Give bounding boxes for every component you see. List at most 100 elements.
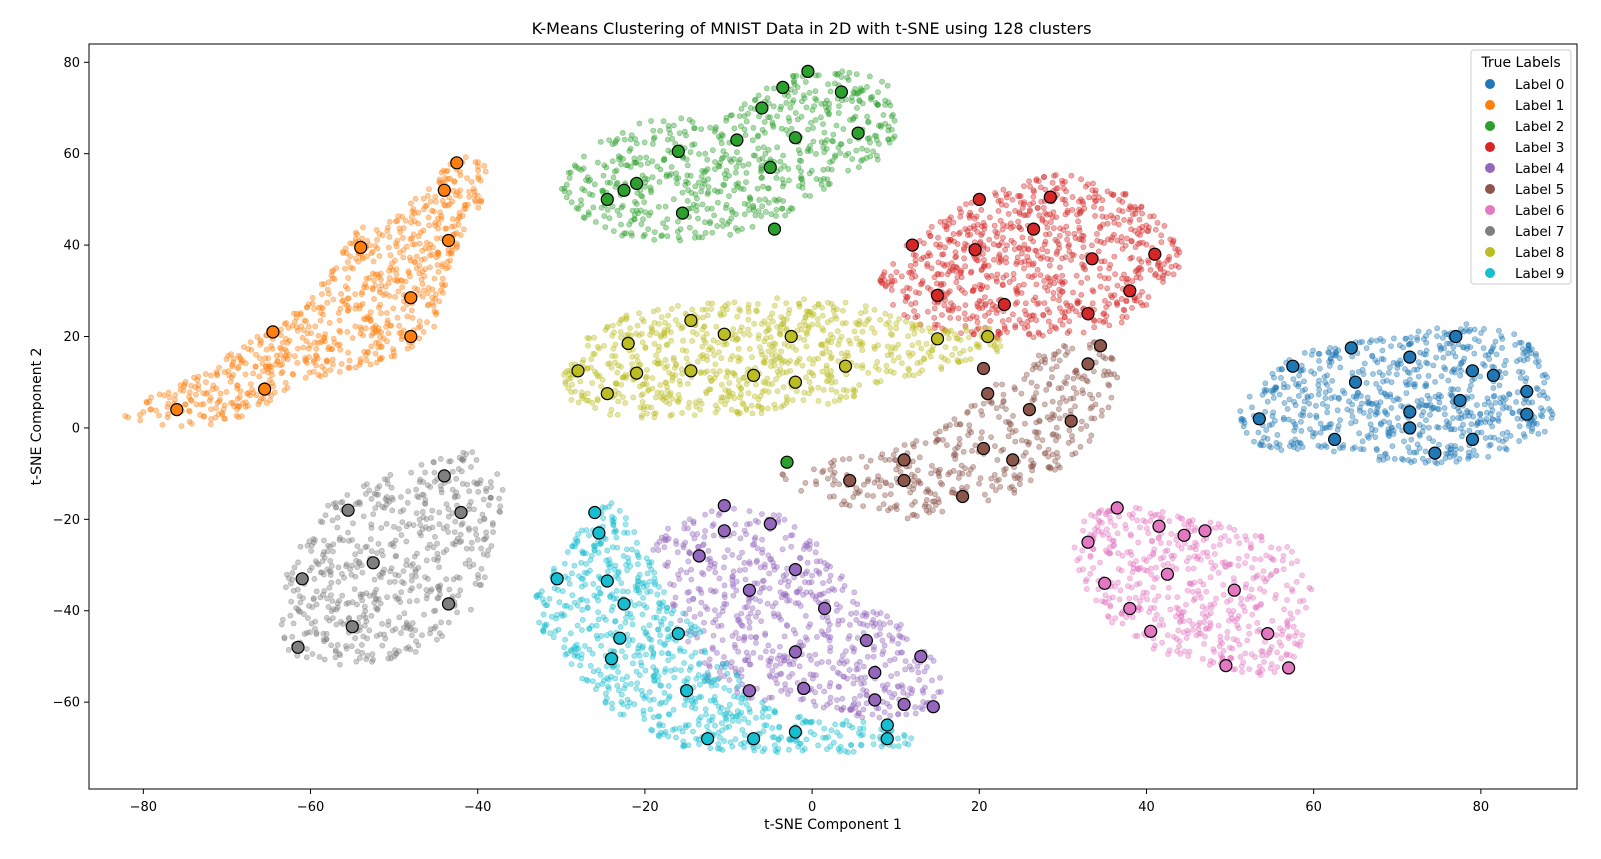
data-point (719, 637, 726, 643)
data-point (1079, 387, 1086, 394)
data-point (1107, 602, 1113, 608)
data-point (800, 695, 807, 702)
data-point (766, 672, 773, 679)
data-point (648, 189, 654, 196)
data-point (1430, 438, 1436, 444)
data-point (1119, 552, 1126, 559)
data-point (968, 212, 974, 219)
data-point (412, 649, 419, 655)
data-point (955, 315, 962, 321)
data-point (773, 206, 780, 213)
data-point (1098, 205, 1105, 212)
data-point (768, 556, 775, 562)
data-point (464, 481, 471, 488)
data-point (754, 545, 761, 552)
data-point (727, 156, 733, 163)
data-point (642, 209, 648, 215)
data-point (1369, 353, 1376, 360)
data-point (811, 466, 817, 473)
data-point (979, 429, 985, 436)
data-point (1523, 352, 1530, 359)
data-point (748, 634, 754, 640)
data-point (1349, 369, 1356, 376)
data-point (234, 365, 241, 372)
data-point (743, 649, 750, 656)
data-point (285, 647, 292, 653)
data-point (846, 667, 853, 673)
data-point (650, 140, 656, 147)
data-point (481, 162, 488, 169)
data-point (673, 541, 680, 547)
data-point (317, 309, 324, 316)
data-point (295, 559, 301, 566)
data-point (1254, 619, 1261, 626)
data-point (1360, 371, 1367, 377)
data-point (1082, 266, 1089, 273)
data-point (334, 600, 341, 607)
data-point (1486, 356, 1493, 362)
data-point (278, 370, 285, 377)
data-point (1081, 205, 1088, 212)
data-point (935, 689, 942, 695)
data-point (1519, 369, 1526, 376)
data-point (1363, 379, 1370, 386)
data-point (1264, 398, 1271, 405)
data-point (1257, 556, 1264, 563)
data-point (786, 597, 793, 604)
data-point (1407, 376, 1413, 383)
data-point (728, 206, 735, 213)
data-point (851, 646, 858, 652)
data-point (445, 619, 452, 626)
data-point (325, 344, 332, 351)
data-point (393, 271, 400, 278)
data-point (1375, 403, 1381, 409)
data-point (982, 312, 988, 319)
data-point (745, 201, 752, 208)
data-point (1002, 465, 1009, 472)
data-point (413, 253, 420, 260)
data-point (1088, 512, 1094, 518)
data-point (1364, 433, 1371, 440)
data-point (1269, 413, 1276, 419)
data-point (1207, 610, 1214, 616)
data-point (413, 486, 420, 493)
data-point (732, 665, 739, 672)
data-point (918, 256, 925, 263)
data-point (673, 170, 679, 177)
data-point (423, 557, 430, 564)
data-point (657, 127, 663, 134)
data-point (1434, 333, 1440, 340)
data-point (1152, 226, 1159, 233)
data-point (759, 155, 766, 162)
data-point (1089, 242, 1095, 249)
data-point (1083, 576, 1090, 583)
data-point (153, 407, 159, 414)
data-point (601, 162, 608, 169)
data-point (974, 319, 981, 326)
data-point (898, 273, 905, 280)
data-point (1056, 406, 1062, 412)
data-point (438, 619, 444, 626)
data-point (787, 532, 794, 539)
data-point (783, 592, 790, 599)
data-point (346, 357, 353, 364)
data-point (825, 181, 832, 188)
data-point (1173, 251, 1180, 258)
data-point (330, 548, 336, 555)
data-point (397, 508, 404, 515)
data-point (357, 359, 364, 366)
data-point (826, 493, 833, 500)
data-point (1238, 595, 1245, 602)
data-point (959, 484, 965, 491)
data-point (1006, 420, 1013, 427)
data-point (721, 171, 728, 177)
data-point (648, 118, 654, 124)
data-point (1160, 278, 1166, 285)
data-point (1009, 429, 1016, 435)
data-point (192, 391, 199, 398)
data-point (1435, 424, 1442, 431)
data-point (785, 114, 792, 121)
data-point (1180, 629, 1187, 636)
data-point (416, 262, 423, 269)
data-point (1161, 222, 1168, 229)
